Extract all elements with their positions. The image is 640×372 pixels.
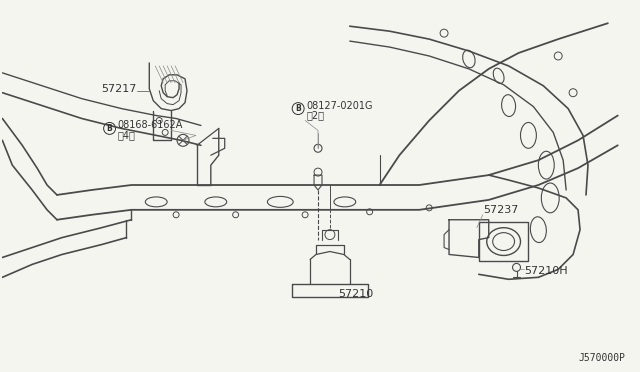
Text: 57237: 57237 — [483, 205, 518, 215]
Text: （2）: （2） — [306, 110, 324, 121]
Text: 57210H: 57210H — [524, 266, 568, 276]
Text: 08168-6162A: 08168-6162A — [118, 121, 183, 131]
Text: 57210: 57210 — [338, 289, 373, 299]
Text: J570000P: J570000P — [579, 353, 626, 363]
Text: （4）: （4） — [118, 130, 136, 140]
Text: B: B — [295, 104, 301, 113]
Text: 57217: 57217 — [102, 84, 137, 94]
Text: 08127-0201G: 08127-0201G — [306, 100, 372, 110]
Text: B: B — [107, 124, 113, 133]
